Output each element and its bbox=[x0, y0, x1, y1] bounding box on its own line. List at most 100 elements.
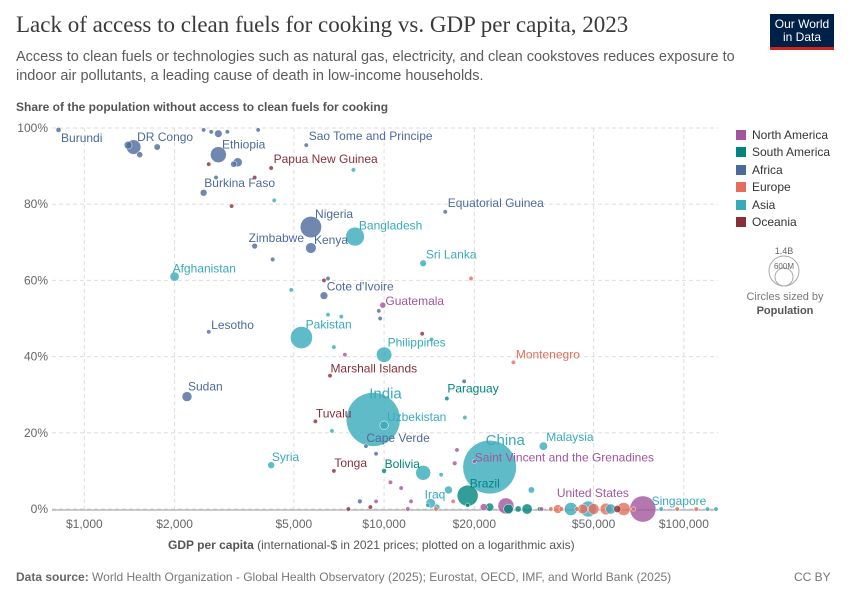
point[interactable] bbox=[338, 314, 344, 320]
point-burundi[interactable] bbox=[55, 127, 62, 133]
legend-item-oceania[interactable]: Oceania bbox=[736, 214, 846, 232]
point[interactable] bbox=[123, 140, 133, 150]
point[interactable] bbox=[255, 127, 261, 133]
point[interactable] bbox=[288, 287, 294, 293]
point-sri-lanka[interactable] bbox=[419, 259, 427, 267]
point[interactable] bbox=[450, 498, 456, 504]
point-india[interactable] bbox=[345, 392, 401, 447]
our-world-in-data-logo[interactable]: Our World in Data bbox=[770, 14, 834, 50]
point-bangladesh[interactable] bbox=[345, 226, 365, 247]
point[interactable] bbox=[558, 506, 564, 512]
point[interactable] bbox=[462, 415, 468, 421]
point[interactable] bbox=[153, 143, 161, 151]
point[interactable] bbox=[252, 175, 258, 180]
point[interactable] bbox=[342, 352, 348, 358]
point[interactable] bbox=[461, 378, 467, 384]
point[interactable] bbox=[229, 203, 235, 209]
point-singapore[interactable] bbox=[705, 506, 711, 512]
point-pakistan[interactable] bbox=[290, 326, 313, 349]
point[interactable] bbox=[214, 129, 223, 138]
point[interactable] bbox=[574, 506, 580, 512]
point[interactable] bbox=[224, 129, 230, 135]
point[interactable] bbox=[206, 161, 212, 167]
point-zimbabwe[interactable] bbox=[251, 243, 258, 250]
legend-item-south-america[interactable]: South America bbox=[736, 144, 846, 162]
point-malaysia[interactable] bbox=[538, 441, 548, 451]
point[interactable] bbox=[539, 506, 544, 512]
point[interactable] bbox=[373, 498, 379, 504]
point[interactable] bbox=[415, 465, 431, 481]
point[interactable] bbox=[527, 486, 535, 494]
point-guatemala[interactable] bbox=[379, 301, 387, 309]
point[interactable] bbox=[452, 460, 458, 466]
point[interactable] bbox=[213, 175, 219, 180]
point[interactable] bbox=[631, 506, 637, 512]
point[interactable] bbox=[433, 506, 439, 512]
point-saint-vincent-and-the-grenadines[interactable] bbox=[471, 458, 477, 464]
point[interactable] bbox=[136, 151, 143, 158]
point-bolivia[interactable] bbox=[381, 468, 387, 474]
point-sao-tome-and-principe[interactable] bbox=[303, 142, 309, 148]
point[interactable] bbox=[713, 506, 719, 512]
point[interactable] bbox=[271, 197, 277, 203]
point-nigeria[interactable] bbox=[300, 216, 322, 238]
point[interactable] bbox=[438, 472, 444, 478]
point-china[interactable] bbox=[462, 440, 517, 495]
point[interactable] bbox=[325, 276, 331, 281]
point-papua-new-guinea[interactable] bbox=[268, 165, 274, 171]
point-paraguay[interactable] bbox=[444, 396, 450, 401]
point-equatorial-guinea[interactable] bbox=[442, 209, 448, 215]
point[interactable] bbox=[350, 167, 356, 173]
point[interactable] bbox=[367, 504, 373, 510]
legend-item-europe[interactable]: Europe bbox=[736, 179, 846, 197]
point-ethiopia[interactable] bbox=[210, 146, 227, 163]
point[interactable] bbox=[230, 160, 238, 168]
point[interactable] bbox=[387, 479, 393, 485]
point-syria[interactable] bbox=[267, 461, 275, 469]
point[interactable] bbox=[503, 503, 514, 515]
point[interactable] bbox=[345, 506, 351, 512]
point-montenegro[interactable] bbox=[510, 359, 516, 365]
point[interactable] bbox=[331, 344, 337, 350]
point-tuvalu[interactable] bbox=[312, 418, 318, 424]
point[interactable] bbox=[398, 485, 404, 491]
legend-item-africa[interactable]: Africa bbox=[736, 161, 846, 179]
point[interactable] bbox=[548, 506, 554, 512]
point[interactable] bbox=[408, 498, 414, 504]
point[interactable] bbox=[425, 502, 431, 508]
point-kenya[interactable] bbox=[305, 242, 317, 254]
point[interactable] bbox=[405, 506, 411, 512]
point-afghanistan[interactable] bbox=[169, 271, 180, 282]
point[interactable] bbox=[429, 337, 435, 342]
point-sudan[interactable] bbox=[181, 391, 193, 402]
point[interactable] bbox=[325, 312, 331, 318]
point[interactable] bbox=[587, 503, 600, 515]
legend-item-north-america[interactable]: North America bbox=[736, 126, 846, 144]
point[interactable] bbox=[468, 276, 474, 281]
point[interactable] bbox=[674, 506, 680, 512]
point-cape-verde[interactable] bbox=[363, 443, 369, 449]
point[interactable] bbox=[270, 256, 276, 262]
point-uzbekistan[interactable] bbox=[379, 420, 389, 430]
point[interactable] bbox=[321, 277, 327, 283]
license-link[interactable]: CC BY bbox=[794, 570, 831, 584]
point[interactable] bbox=[208, 129, 214, 135]
point-burkina-faso[interactable] bbox=[199, 189, 208, 197]
point[interactable] bbox=[514, 505, 522, 513]
point-tonga[interactable] bbox=[331, 468, 337, 474]
point[interactable] bbox=[658, 506, 664, 512]
point-marshall-islands[interactable] bbox=[327, 373, 333, 379]
point[interactable] bbox=[201, 127, 207, 133]
point[interactable] bbox=[444, 485, 453, 495]
point[interactable] bbox=[377, 316, 383, 321]
point[interactable] bbox=[373, 451, 379, 457]
point-lesotho[interactable] bbox=[206, 329, 212, 335]
point[interactable] bbox=[329, 428, 335, 434]
point[interactable] bbox=[357, 498, 363, 504]
point[interactable] bbox=[376, 308, 382, 314]
point-cote-d-ivoire[interactable] bbox=[319, 291, 329, 300]
point-philippines[interactable] bbox=[376, 346, 393, 363]
point[interactable] bbox=[693, 506, 699, 512]
point[interactable] bbox=[479, 503, 488, 511]
point[interactable] bbox=[465, 502, 471, 508]
